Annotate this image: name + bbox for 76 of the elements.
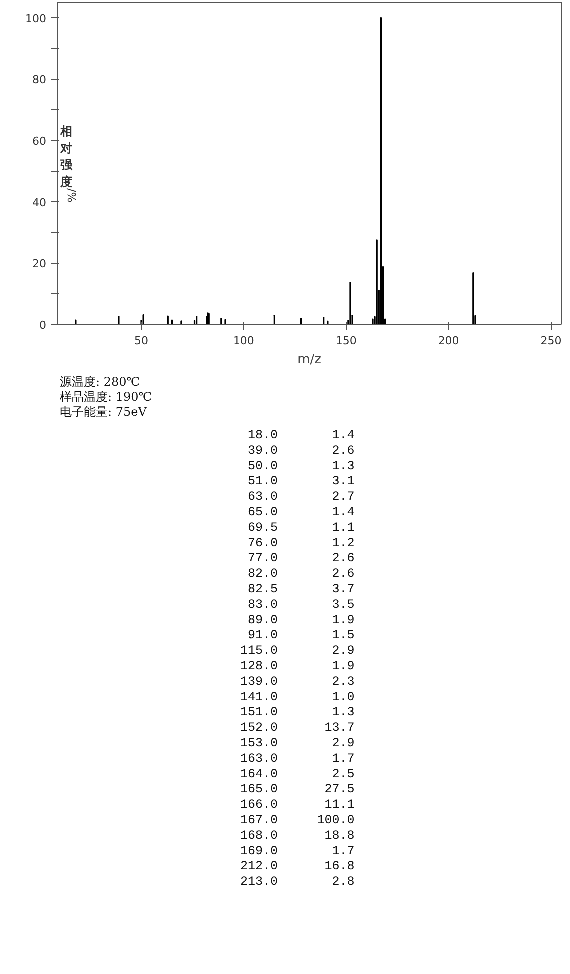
text: 18.0 [248, 428, 278, 442]
text: 91.0 [248, 628, 278, 643]
text: 163.0 [240, 752, 278, 766]
x-axis-title: m/z [298, 352, 322, 368]
text: 82.5 [248, 582, 278, 596]
text: 152.0 [240, 721, 278, 736]
text: 源温度: 280℃ [60, 375, 140, 389]
text: 77.0 [248, 552, 278, 566]
text: 2.7 [332, 490, 355, 504]
text: 1.1 [332, 520, 355, 535]
text: 151.0 [240, 706, 278, 720]
x-tick-label: 50 [134, 334, 148, 348]
text: 11.1 [324, 798, 355, 812]
text: 213.0 [240, 875, 278, 890]
text: 1.0 [332, 690, 355, 704]
text: 13.7 [324, 721, 355, 736]
text: 18.8 [324, 828, 355, 843]
text: 164.0 [240, 767, 278, 782]
text: 3.7 [332, 582, 355, 596]
text: 1.3 [332, 706, 355, 720]
text: 3.1 [332, 474, 355, 489]
x-tick-label: 100 [233, 334, 254, 348]
y-tick-label: 80 [32, 74, 47, 87]
y-axis-title: 相对强度/% [60, 124, 78, 203]
x-tick-label: 200 [438, 334, 460, 348]
x-tick-label: 150 [336, 334, 357, 348]
text: 2.6 [332, 444, 355, 458]
text: 2.9 [332, 736, 355, 750]
text: 1.4 [332, 506, 355, 520]
text: 65.0 [248, 506, 278, 520]
text: 166.0 [240, 798, 278, 812]
text: 1.3 [332, 459, 355, 474]
text: 212.0 [240, 860, 278, 874]
x-tick-label: 250 [540, 334, 562, 348]
text: 1.2 [332, 536, 355, 550]
text: 139.0 [240, 674, 278, 689]
y-tick-label: 100 [26, 12, 47, 26]
text: 168.0 [240, 828, 278, 843]
text: 153.0 [240, 736, 278, 750]
text: 16.8 [324, 860, 355, 874]
text: 3.5 [332, 598, 355, 612]
y-tick-label: 0 [40, 319, 46, 332]
text: 2.9 [332, 644, 355, 658]
text: 115.0 [240, 644, 278, 658]
text: 51.0 [248, 474, 278, 489]
text: 样品温度: 190℃ [60, 390, 152, 404]
text: 1.9 [332, 613, 355, 628]
text: 2.6 [332, 567, 355, 582]
text: 2.6 [332, 552, 355, 566]
text: 69.5 [248, 520, 278, 535]
text: 1.7 [332, 752, 355, 766]
text: 89.0 [248, 613, 278, 628]
text: 1.7 [332, 844, 355, 858]
text: 76.0 [248, 536, 278, 550]
text: 1.5 [332, 628, 355, 643]
text: 82.0 [248, 567, 278, 582]
text: 83.0 [248, 598, 278, 612]
text: 2.3 [332, 674, 355, 689]
text: 167.0 [240, 814, 278, 828]
text: 电子能量: 75eV [60, 405, 147, 419]
text: 63.0 [248, 490, 278, 504]
y-tick-label: 60 [32, 135, 47, 148]
y-tick-label: 20 [32, 258, 47, 271]
text: 169.0 [240, 844, 278, 858]
text: 27.5 [324, 782, 355, 797]
text: 1.4 [332, 428, 355, 442]
text: 1.9 [332, 660, 355, 674]
y-tick-label: 40 [32, 196, 47, 210]
text: 100.0 [317, 814, 355, 828]
text: 2.5 [332, 767, 355, 782]
text: 50.0 [248, 459, 278, 474]
text: 165.0 [240, 782, 278, 797]
text: 128.0 [240, 660, 278, 674]
text: 39.0 [248, 444, 278, 458]
text: 141.0 [240, 690, 278, 704]
text: 2.8 [332, 875, 355, 890]
